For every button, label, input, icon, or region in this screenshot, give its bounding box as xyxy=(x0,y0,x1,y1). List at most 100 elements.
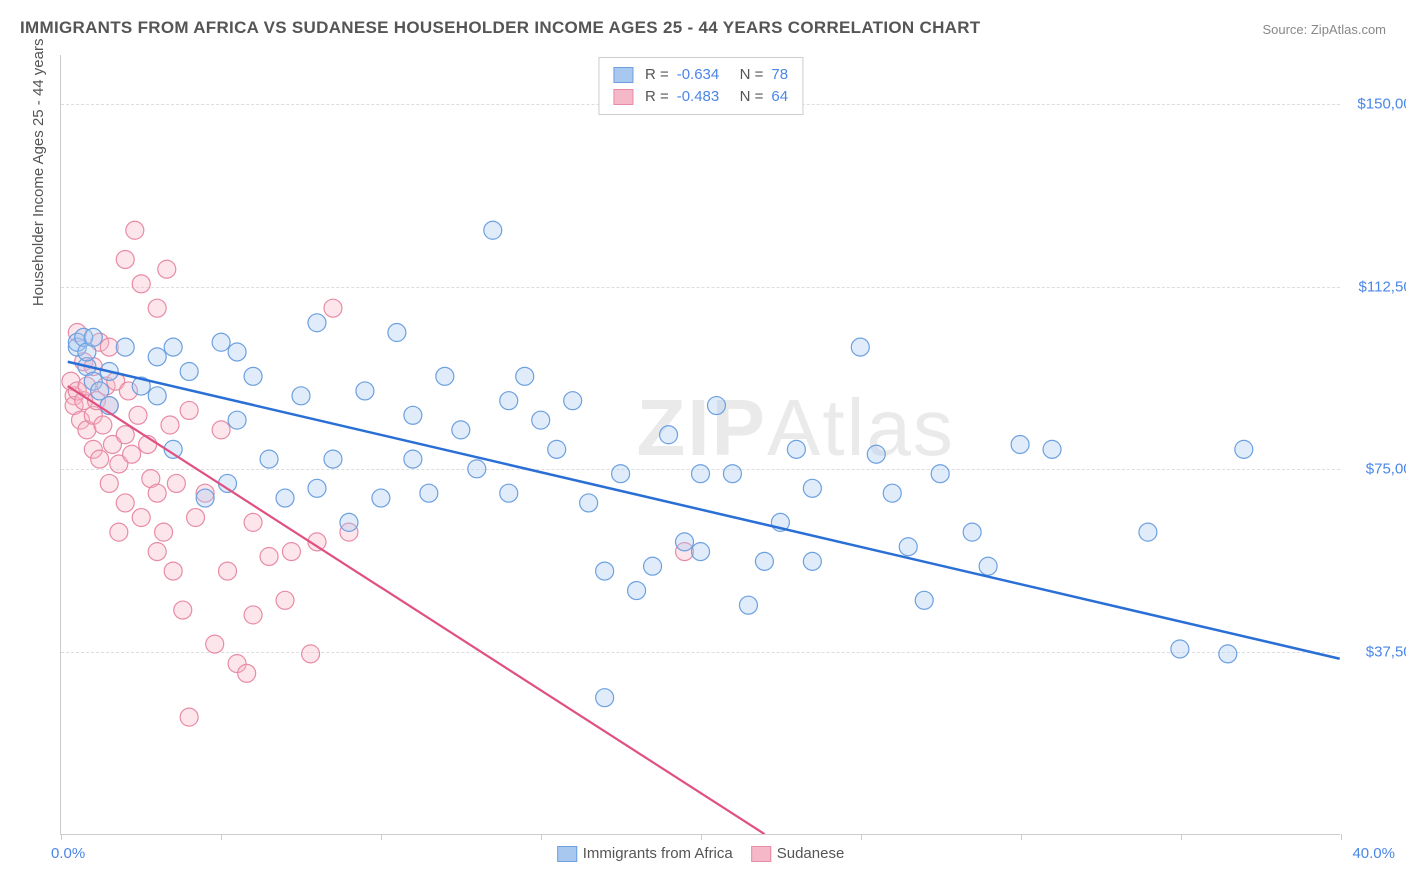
data-point xyxy=(1219,645,1237,663)
data-point xyxy=(129,406,147,424)
data-point xyxy=(244,606,262,624)
swatch-series-1 xyxy=(613,67,633,83)
x-tick xyxy=(381,834,382,840)
x-min-label: 0.0% xyxy=(51,845,85,862)
legend-swatch-2 xyxy=(751,846,771,862)
data-point xyxy=(164,338,182,356)
data-point xyxy=(676,533,694,551)
x-tick xyxy=(1021,834,1022,840)
data-point xyxy=(372,489,390,507)
legend-item-1: Immigrants from Africa xyxy=(557,845,733,862)
data-point xyxy=(244,513,262,531)
data-point xyxy=(500,484,518,502)
chart-svg xyxy=(61,55,1340,834)
data-point xyxy=(260,450,278,468)
data-point xyxy=(723,465,741,483)
data-point xyxy=(228,343,246,361)
stat-n-label-2: N = xyxy=(731,86,763,108)
data-point xyxy=(644,557,662,575)
data-point xyxy=(238,664,256,682)
data-point xyxy=(660,426,678,444)
data-point xyxy=(180,708,198,726)
data-point xyxy=(158,260,176,278)
data-point xyxy=(851,338,869,356)
data-point xyxy=(116,426,134,444)
data-point xyxy=(244,367,262,385)
data-point xyxy=(452,421,470,439)
data-point xyxy=(155,523,173,541)
legend-label-1: Immigrants from Africa xyxy=(583,845,733,862)
data-point xyxy=(899,538,917,556)
data-point xyxy=(692,543,710,561)
x-tick xyxy=(861,834,862,840)
data-point xyxy=(148,348,166,366)
data-point xyxy=(420,484,438,502)
data-point xyxy=(803,552,821,570)
data-point xyxy=(282,543,300,561)
data-point xyxy=(596,689,614,707)
data-point xyxy=(148,387,166,405)
data-point xyxy=(228,411,246,429)
data-point xyxy=(787,440,805,458)
data-point xyxy=(308,479,326,497)
stat-n-val-2: 64 xyxy=(771,86,788,108)
data-point xyxy=(1171,640,1189,658)
data-point xyxy=(148,484,166,502)
data-point xyxy=(500,392,518,410)
source-label: Source: ZipAtlas.com xyxy=(1262,22,1386,37)
data-point xyxy=(91,450,109,468)
data-point xyxy=(388,324,406,342)
data-point xyxy=(340,513,358,531)
data-point xyxy=(564,392,582,410)
data-point xyxy=(161,416,179,434)
data-point xyxy=(84,328,102,346)
data-point xyxy=(1043,440,1061,458)
chart-title: IMMIGRANTS FROM AFRICA VS SUDANESE HOUSE… xyxy=(20,18,981,38)
data-point xyxy=(436,367,454,385)
data-point xyxy=(212,421,230,439)
stats-box: R = -0.634 N = 78 R = -0.483 N = 64 xyxy=(598,57,803,115)
data-point xyxy=(1235,440,1253,458)
data-point xyxy=(707,397,725,415)
data-point xyxy=(755,552,773,570)
data-point xyxy=(963,523,981,541)
data-point xyxy=(692,465,710,483)
stat-r-val-1: -0.634 xyxy=(677,64,720,86)
legend-item-2: Sudanese xyxy=(751,845,845,862)
data-point xyxy=(548,440,566,458)
data-point xyxy=(404,406,422,424)
x-tick xyxy=(541,834,542,840)
data-point xyxy=(180,362,198,380)
data-point xyxy=(132,509,150,527)
y-axis-title: Householder Income Ages 25 - 44 years xyxy=(30,39,47,307)
swatch-series-2 xyxy=(613,89,633,105)
data-point xyxy=(628,582,646,600)
data-point xyxy=(116,338,134,356)
x-legend: Immigrants from Africa Sudanese xyxy=(557,845,845,862)
x-tick xyxy=(1181,834,1182,840)
data-point xyxy=(308,314,326,332)
data-point xyxy=(94,416,112,434)
legend-swatch-1 xyxy=(557,846,577,862)
data-point xyxy=(739,596,757,614)
data-point xyxy=(324,299,342,317)
stats-row-2: R = -0.483 N = 64 xyxy=(613,86,788,108)
data-point xyxy=(580,494,598,512)
data-point xyxy=(116,250,134,268)
data-point xyxy=(867,445,885,463)
legend-label-2: Sudanese xyxy=(777,845,845,862)
data-point xyxy=(180,401,198,419)
data-point xyxy=(302,645,320,663)
data-point xyxy=(1011,436,1029,454)
data-point xyxy=(324,450,342,468)
data-point xyxy=(110,523,128,541)
data-point xyxy=(126,221,144,239)
stat-r-label-1: R = xyxy=(645,64,669,86)
data-point xyxy=(931,465,949,483)
data-point xyxy=(596,562,614,580)
data-point xyxy=(116,494,134,512)
data-point xyxy=(167,474,185,492)
y-tick-label: $37,500 xyxy=(1345,644,1406,661)
x-max-label: 40.0% xyxy=(1352,845,1395,862)
data-point xyxy=(1139,523,1157,541)
